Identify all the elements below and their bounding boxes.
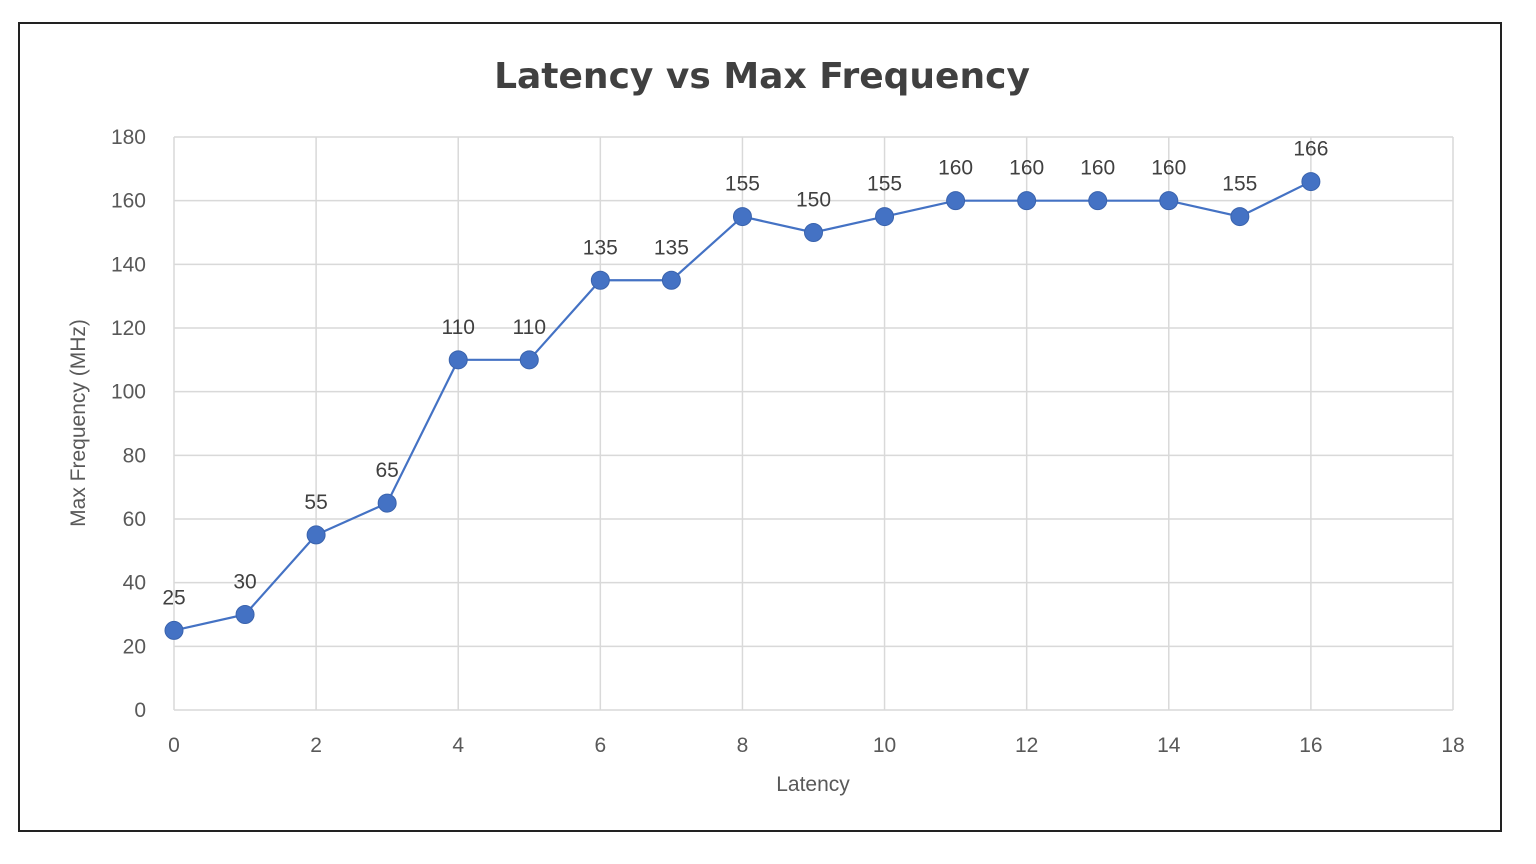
y-tick-label: 0 [134,699,146,722]
y-axis-label: Max Frequency (MHz) [67,319,90,527]
y-tick-label: 20 [123,635,146,658]
data-point [732,207,752,227]
y-tick-label: 120 [111,317,146,340]
y-tick-label: 80 [123,444,146,467]
data-point [1230,207,1250,227]
data-point [1017,191,1037,211]
x-tick-label: 2 [310,734,322,757]
data-label: 110 [513,316,546,339]
x-axis-label: Latency [776,773,850,796]
y-axis-ticks: 0 20 40 60 80 100 120 140 160 180 [111,126,146,722]
x-tick-label: 6 [594,734,606,757]
data-point [946,191,966,211]
y-tick-label: 40 [123,572,146,595]
x-tick-label: 4 [452,734,464,757]
data-label: 155 [725,173,760,196]
series [164,172,1321,640]
data-label: 150 [796,189,831,212]
x-tick-label: 16 [1299,734,1322,757]
x-tick-label: 0 [168,734,180,757]
data-label: 25 [162,586,185,609]
data-point [448,350,468,370]
data-label: 55 [304,491,327,514]
data-point [235,605,255,624]
data-label: 160 [1009,157,1044,180]
y-tick-label: 180 [111,126,146,149]
y-tick-label: 100 [111,381,146,404]
x-tick-label: 12 [1015,734,1038,757]
data-point [519,350,539,370]
x-axis-ticks: 0 2 4 6 8 10 12 14 16 18 [168,734,1465,757]
data-label: 155 [1222,173,1257,196]
data-labels: 25 30 55 65 110 110 135 135 155 150 155 160 160 160 16… [162,138,1328,610]
data-point [1159,191,1179,211]
y-tick-label: 60 [123,508,146,531]
x-tick-label: 8 [737,734,749,757]
data-label: 135 [583,236,618,259]
y-tick-label: 140 [111,253,146,276]
x-tick-label: 18 [1441,734,1464,757]
data-label: 160 [1151,157,1186,180]
data-point [661,270,681,290]
data-label: 110 [441,316,474,339]
gridlines [173,136,1454,711]
data-label: 65 [375,459,398,482]
data-label: 155 [867,173,902,196]
data-point [377,493,397,513]
y-tick-label: 160 [111,190,146,213]
data-point [1088,191,1108,211]
chart-title: Latency vs Max Frequency [494,56,1030,97]
data-point [590,270,610,290]
data-label: 135 [654,236,689,259]
data-label: 30 [233,571,256,594]
chart-frame [18,22,1502,832]
data-label: 160 [938,157,973,180]
data-point [804,223,823,242]
data-point [164,620,184,640]
data-point [306,525,326,545]
x-tick-label: 14 [1157,734,1181,757]
x-tick-label: 10 [873,734,896,757]
data-label: 160 [1080,157,1115,180]
data-point [875,207,895,227]
data-label: 166 [1293,138,1328,161]
data-point [1301,172,1321,192]
